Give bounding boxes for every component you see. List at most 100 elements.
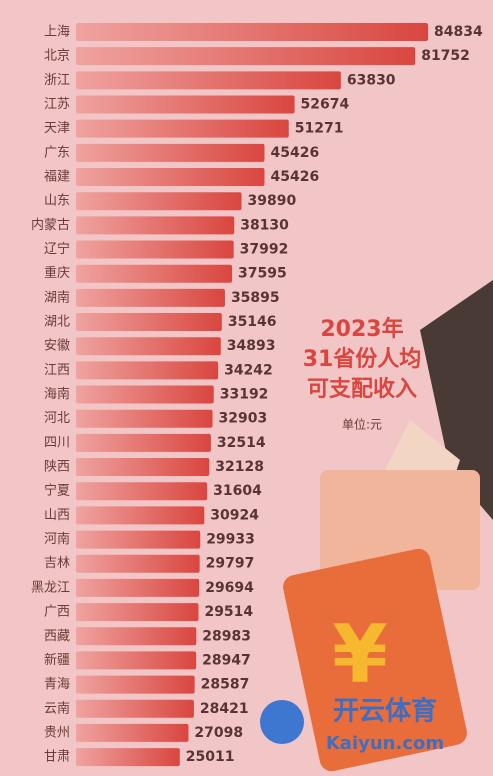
category-label: 湖北 bbox=[44, 315, 70, 330]
bar bbox=[76, 361, 219, 380]
value-label: 37595 bbox=[238, 266, 287, 282]
bar bbox=[76, 313, 222, 332]
value-label: 25011 bbox=[186, 749, 235, 765]
category-label: 甘肃 bbox=[44, 750, 70, 765]
category-label: 云南 bbox=[44, 700, 70, 716]
value-label: 32514 bbox=[217, 435, 266, 451]
bar bbox=[76, 651, 197, 670]
category-label: 安徽 bbox=[44, 339, 70, 354]
category-label: 山东 bbox=[44, 194, 70, 209]
hand-illustration: ¥ bbox=[283, 280, 493, 772]
value-label: 84834 bbox=[434, 24, 483, 40]
category-label: 宁夏 bbox=[44, 483, 70, 499]
bar bbox=[76, 168, 265, 187]
value-label: 28421 bbox=[200, 701, 249, 717]
value-label: 27098 bbox=[194, 725, 243, 741]
bar bbox=[76, 748, 180, 767]
bar bbox=[76, 506, 205, 525]
category-label: 黑龙江 bbox=[31, 580, 70, 595]
category-label: 北京 bbox=[44, 49, 70, 64]
value-label: 29514 bbox=[204, 604, 253, 620]
bar bbox=[76, 627, 197, 646]
bar bbox=[76, 143, 265, 162]
bar bbox=[76, 723, 189, 742]
category-label: 天津 bbox=[44, 121, 70, 136]
bar bbox=[76, 482, 208, 501]
category-label: 广西 bbox=[44, 605, 70, 620]
value-label: 34893 bbox=[227, 338, 276, 354]
category-label: 海南 bbox=[44, 386, 70, 402]
watermark-brand: 开云体育 bbox=[333, 696, 437, 727]
value-label: 51271 bbox=[295, 121, 344, 137]
value-label: 30924 bbox=[210, 507, 259, 523]
value-label: 45426 bbox=[270, 145, 319, 161]
bar bbox=[76, 240, 234, 259]
category-label: 河南 bbox=[44, 531, 70, 547]
yuan-icon: ¥ bbox=[332, 608, 388, 701]
value-label: 29694 bbox=[205, 580, 254, 596]
category-label: 山西 bbox=[44, 508, 70, 523]
bar bbox=[76, 458, 210, 477]
value-label: 37992 bbox=[240, 242, 289, 258]
bar bbox=[76, 530, 201, 549]
category-label: 福建 bbox=[44, 170, 70, 185]
bar bbox=[76, 216, 235, 235]
subtitle: 可支配收入 bbox=[307, 376, 417, 402]
bar bbox=[76, 95, 295, 114]
value-label: 33192 bbox=[220, 387, 269, 403]
value-label: 28587 bbox=[201, 677, 250, 693]
bar bbox=[76, 337, 221, 356]
value-label: 32128 bbox=[215, 459, 264, 475]
category-label: 浙江 bbox=[44, 73, 70, 88]
bar bbox=[76, 71, 341, 90]
bar bbox=[76, 385, 214, 404]
category-label: 陕西 bbox=[44, 460, 70, 475]
value-label: 34242 bbox=[224, 362, 273, 378]
category-label: 江西 bbox=[44, 363, 70, 378]
category-label: 河北 bbox=[44, 411, 70, 426]
value-label: 35146 bbox=[228, 314, 277, 330]
value-label: 35895 bbox=[231, 290, 280, 306]
value-label: 63830 bbox=[347, 72, 396, 88]
category-label: 新疆 bbox=[44, 652, 70, 668]
value-label: 45426 bbox=[270, 169, 319, 185]
bar bbox=[76, 23, 428, 41]
value-label: 31604 bbox=[213, 483, 262, 499]
bar bbox=[76, 554, 200, 573]
value-label: 32903 bbox=[219, 411, 268, 427]
category-label: 贵州 bbox=[44, 725, 70, 740]
watermark: 开云体育 Kaiyun.com bbox=[260, 696, 444, 754]
bar bbox=[76, 699, 194, 718]
value-label: 28983 bbox=[202, 628, 251, 644]
category-label: 吉林 bbox=[44, 556, 70, 571]
value-label: 29933 bbox=[206, 532, 255, 548]
category-label: 青海 bbox=[44, 677, 70, 692]
value-label: 81752 bbox=[421, 48, 470, 64]
value-label: 52674 bbox=[301, 97, 350, 113]
category-label: 上海 bbox=[44, 25, 70, 40]
bar bbox=[76, 409, 213, 428]
category-label: 湖南 bbox=[44, 289, 70, 305]
value-label: 38130 bbox=[240, 217, 289, 233]
category-label: 江苏 bbox=[44, 96, 70, 112]
category-label: 四川 bbox=[44, 435, 70, 450]
watermark-site: Kaiyun.com bbox=[326, 733, 444, 754]
bar bbox=[76, 578, 200, 597]
value-label: 29797 bbox=[206, 556, 255, 572]
value-label: 28947 bbox=[202, 652, 251, 668]
category-label: 内蒙古 bbox=[31, 217, 70, 233]
bar bbox=[76, 47, 416, 66]
subtitle: 31省份人均 bbox=[303, 346, 422, 372]
unit-label: 单位:元 bbox=[342, 417, 382, 432]
value-label: 39890 bbox=[248, 193, 297, 209]
bar bbox=[76, 675, 195, 694]
bar bbox=[76, 264, 232, 283]
category-label: 西藏 bbox=[44, 629, 70, 644]
bar bbox=[76, 192, 242, 211]
category-label: 重庆 bbox=[44, 265, 70, 281]
title: 2023年 bbox=[320, 316, 403, 342]
bar bbox=[76, 603, 199, 622]
bar bbox=[76, 288, 225, 307]
category-label: 辽宁 bbox=[44, 241, 70, 257]
